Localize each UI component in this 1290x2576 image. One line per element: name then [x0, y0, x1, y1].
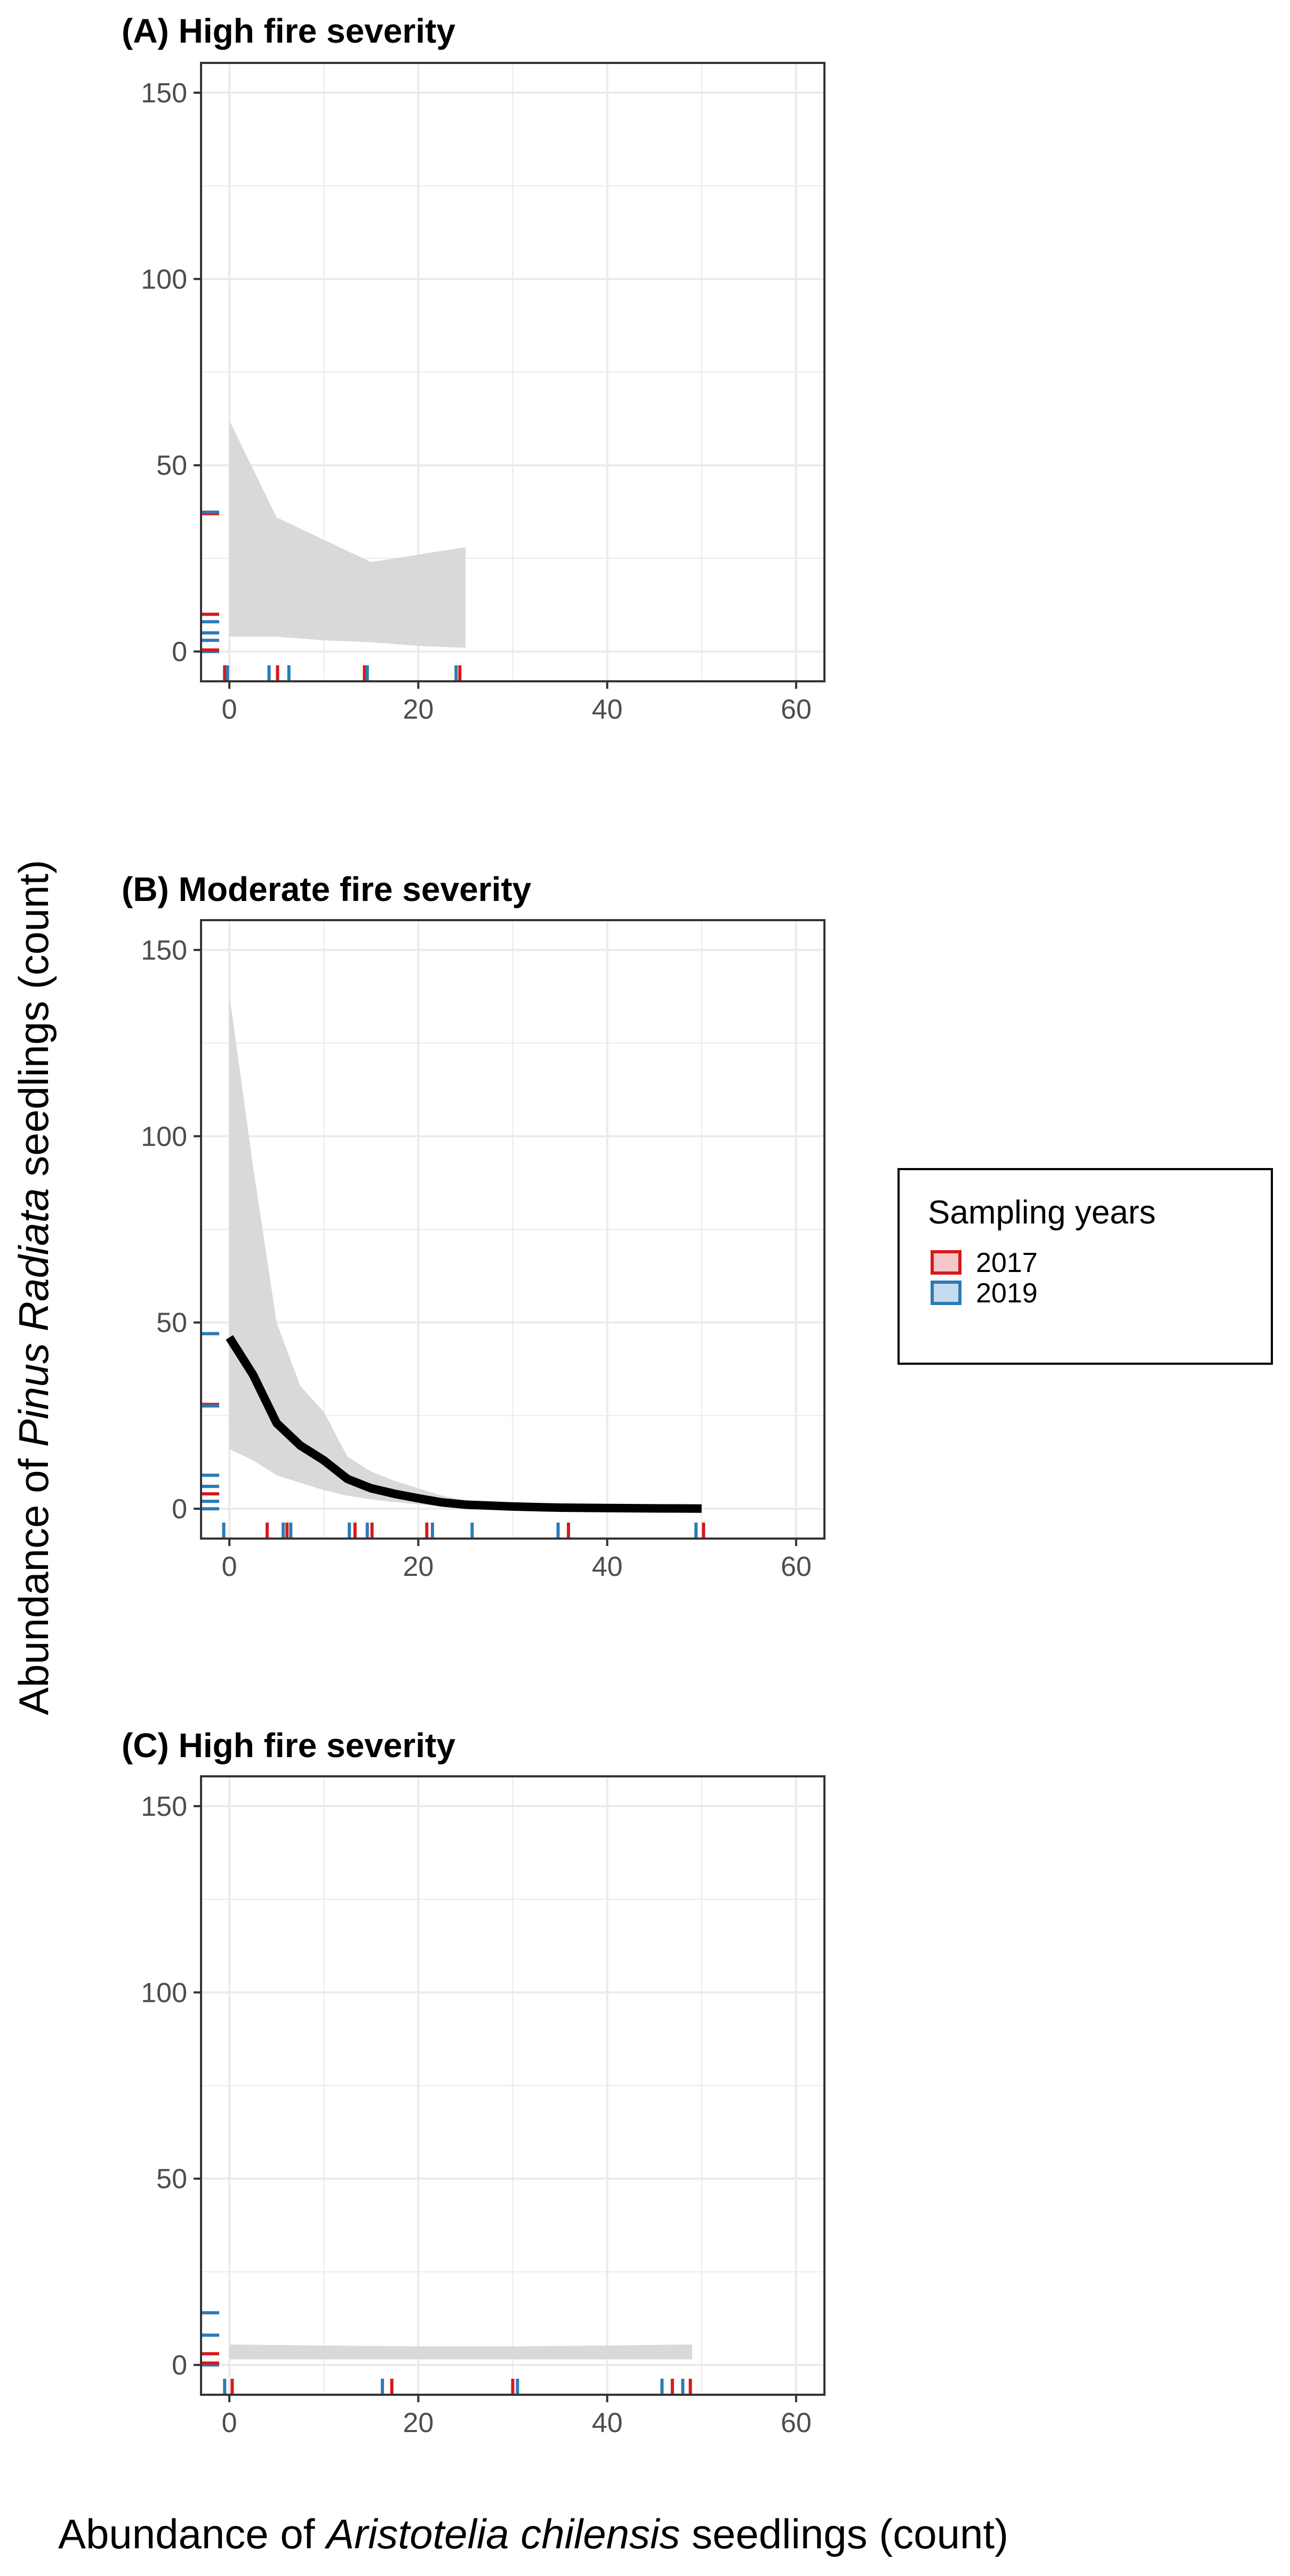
x-axis-title-italic: Aristotelia chilensis: [324, 2510, 680, 2557]
panel-c: (C) High fire severity 0 20 40 60 0 50 100 150: [122, 1726, 826, 2438]
x-axis-title-prefix: Abundance of: [58, 2510, 326, 2557]
y-axis-title-suffix: seedlings (count): [10, 860, 57, 1188]
x-axis-title: Abundance of Aristotelia chilensis seedl…: [58, 2510, 1008, 2557]
x-axis-title-suffix: seedlings (count): [680, 2510, 1008, 2557]
panel-a-y-tick-label-150: 150: [141, 78, 187, 109]
panel-a-title: (A) High fire severity: [122, 12, 455, 50]
panel-a-x-tick-label-0: 0: [222, 694, 237, 725]
panel-c-y-tick-label-0: 0: [172, 2350, 187, 2381]
panel-a-confidence-ribbon: [229, 420, 466, 648]
panel-b-border: [200, 919, 826, 1540]
panel-b-y-tick-label-0: 0: [172, 1494, 187, 1525]
panel-c-y-tick-label-50: 50: [156, 2164, 187, 2195]
legend-label-2019: 2019: [976, 1278, 1038, 1309]
panel-c-border: [200, 1775, 826, 2396]
panel-a-x-tick-label-40: 40: [592, 694, 623, 725]
panel-b-x-tick-label-60: 60: [781, 1551, 812, 1582]
panel-a-border: [200, 62, 826, 682]
panel-a: (A) High fire severity 0 20 40 60 0 50 100 150: [122, 12, 826, 725]
panel-b-y-tick-label-150: 150: [141, 935, 187, 966]
panel-c-x-tick-label-60: 60: [781, 2408, 812, 2438]
panel-b-x-tick-label-20: 20: [403, 1551, 434, 1582]
y-axis-title-prefix: Abundance of: [10, 1447, 57, 1715]
panel-c-x-tick-label-0: 0: [222, 2408, 237, 2438]
panel-a-y-tick-label-100: 100: [141, 264, 187, 295]
legend-swatch-2019: [931, 1281, 962, 1305]
panel-c-y-tick-label-150: 150: [141, 1791, 187, 1822]
panel-b-confidence-ribbon: [229, 994, 702, 1509]
panel-a-y-tick-label-0: 0: [172, 637, 187, 667]
legend: Sampling years 2017 2019: [898, 1168, 1273, 1365]
panel-c-x-tick-label-40: 40: [592, 2408, 623, 2438]
legend-swatch-2017: [931, 1250, 962, 1275]
panel-c-y-tick-label-100: 100: [141, 1977, 187, 2008]
panel-b-x-tick-label-0: 0: [222, 1551, 237, 1582]
y-axis-title-italic: Pinus Radiata: [10, 1188, 57, 1447]
panel-b-x-tick-label-40: 40: [592, 1551, 623, 1582]
panel-c-x-tick-label-20: 20: [403, 2408, 434, 2438]
panel-c-confidence-ribbon: [229, 2344, 693, 2360]
panel-b-title: (B) Moderate fire severity: [122, 870, 532, 908]
panel-a-x-tick-label-20: 20: [403, 694, 434, 725]
panel-a-y-tick-label-50: 50: [156, 450, 187, 481]
panel-b-fit-line: [226, 1335, 702, 1513]
panel-b: (B) Moderate fire severity 0 20 40 60 0 50 100…: [122, 870, 826, 1582]
panel-c-title: (C) High fire severity: [122, 1726, 455, 1765]
panel-a-x-tick-label-60: 60: [781, 694, 812, 725]
legend-label-2017: 2017: [976, 1247, 1038, 1278]
legend-title: Sampling years: [928, 1194, 1156, 1231]
y-axis-title: Abundance of Pinus Radiata seedlings (co…: [10, 860, 57, 1715]
panel-b-y-tick-label-50: 50: [156, 1308, 187, 1339]
panel-b-y-tick-label-100: 100: [141, 1121, 187, 1152]
